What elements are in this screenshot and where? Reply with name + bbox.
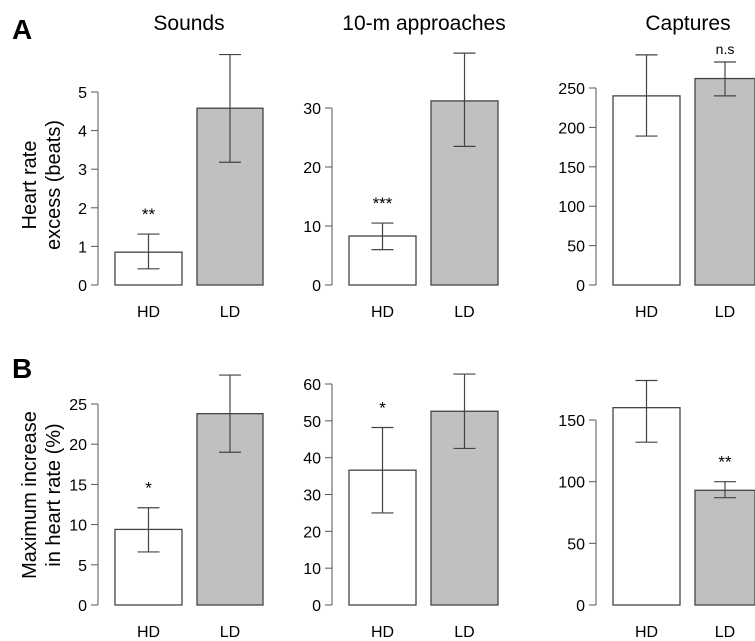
chart-3-category-label-hd: HD	[635, 304, 658, 321]
chart-1-ytick-label: 0	[78, 278, 87, 295]
chart-5-ytick-label: 50	[303, 414, 321, 431]
chart-1-ytick-label: 1	[78, 239, 87, 256]
chart-6-ytick-label: 0	[576, 598, 585, 615]
chart-1-significance-hd: **	[142, 205, 156, 224]
chart-1-category-label-ld: LD	[220, 304, 240, 321]
chart-4-significance-hd: *	[145, 479, 152, 498]
column-title-captures: Captures	[645, 12, 731, 35]
chart-6-significance-ld: **	[718, 453, 732, 472]
column-title-approaches: 10-m approaches	[342, 12, 506, 35]
chart-2-ytick-label: 10	[303, 219, 321, 236]
chart-1-ytick-label: 5	[78, 85, 87, 102]
chart-5-ytick-label: 30	[303, 488, 321, 505]
chart-1-ytick-label: 2	[78, 201, 87, 218]
chart-6-ytick-label: 150	[558, 413, 585, 430]
chart-2-significance-hd: ***	[373, 194, 393, 213]
chart-4-ytick-label: 25	[69, 397, 87, 414]
chart-3-ytick-label: 250	[558, 81, 585, 98]
chart-3-bar-hd	[612, 95, 681, 286]
chart-5-ytick-label: 10	[303, 561, 321, 578]
chart-6-category-label-hd: HD	[635, 624, 658, 641]
chart-5-ytick-label: 0	[312, 598, 321, 615]
chart-3-ytick-label: 100	[558, 199, 585, 216]
chart-5-ytick-label: 20	[303, 524, 321, 541]
chart-6-ytick-label: 100	[558, 475, 585, 492]
chart-6-ytick-label: 50	[567, 536, 585, 553]
chart-5-ytick-label: 60	[303, 377, 321, 394]
chart-3-ytick-label: 50	[567, 239, 585, 256]
chart-3-ytick-label: 0	[576, 278, 585, 295]
chart-3-significance-ld: n.s	[716, 41, 735, 57]
chart-1-ytick-label: 3	[78, 162, 87, 179]
chart-3-category-label-ld: LD	[715, 304, 735, 321]
chart-6-bar-ld	[694, 489, 755, 606]
chart-1-category-label-hd: HD	[137, 304, 160, 321]
chart-5-ytick-label: 40	[303, 451, 321, 468]
chart-2-ytick-label: 30	[303, 101, 321, 118]
chart-3-ytick-label: 200	[558, 120, 585, 137]
chart-1-ytick-label: 4	[78, 124, 87, 141]
chart-6-category-label-ld: LD	[715, 624, 735, 641]
chart-4-ytick-label: 15	[69, 477, 87, 494]
chart-3-ytick-label: 150	[558, 160, 585, 177]
panel-letter-b: B	[12, 353, 33, 384]
chart-3-bar-ld	[694, 77, 755, 286]
chart-5-category-label-ld: LD	[454, 624, 474, 641]
chart-4-ytick-label: 5	[78, 558, 87, 575]
chart-2-category-label-ld: LD	[454, 304, 474, 321]
chart-4-ytick-label: 0	[78, 598, 87, 615]
chart-2-ytick-label: 0	[312, 278, 321, 295]
chart-4-category-label-hd: HD	[137, 624, 160, 641]
chart-5-category-label-hd: HD	[371, 624, 394, 641]
chart-2-category-label-hd: HD	[371, 304, 394, 321]
chart-5-significance-hd: *	[379, 398, 386, 417]
column-title-sounds: Sounds	[153, 12, 225, 35]
chart-4-ytick-label: 10	[69, 518, 87, 535]
panel-letter-a: A	[12, 14, 33, 45]
chart-4-category-label-ld: LD	[220, 624, 240, 641]
chart-2-ytick-label: 20	[303, 160, 321, 177]
chart-4-ytick-label: 20	[69, 437, 87, 454]
